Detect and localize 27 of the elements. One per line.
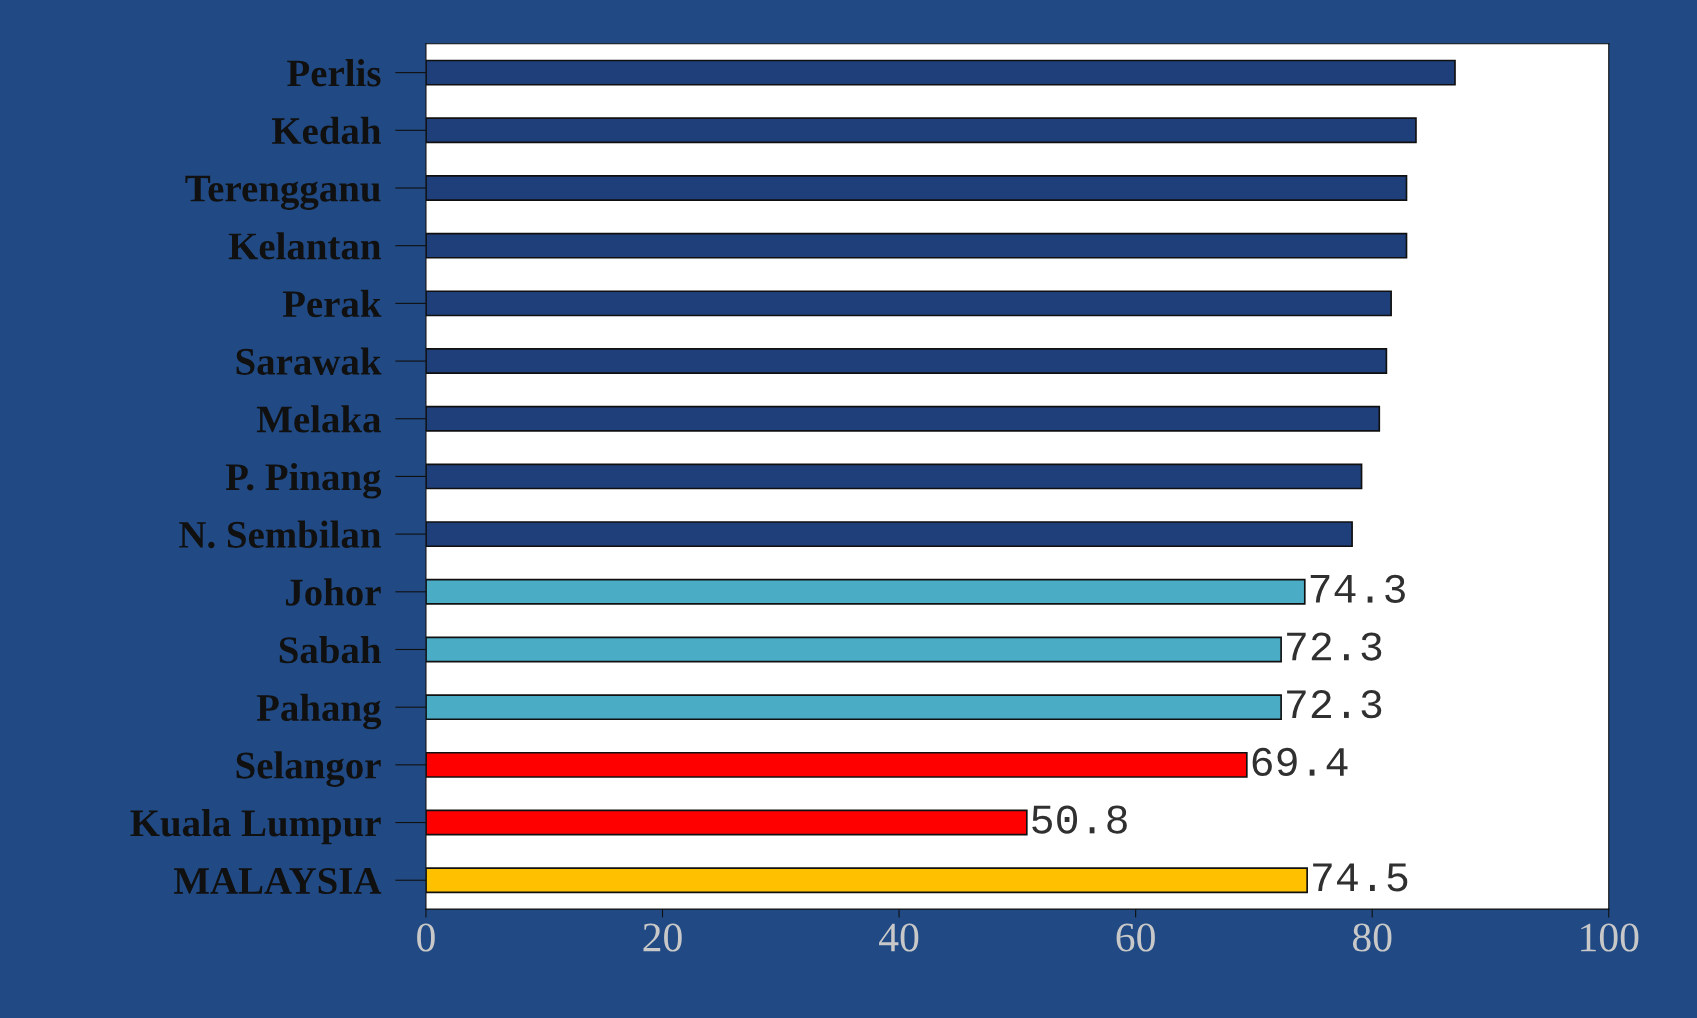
data-label: 50.8 xyxy=(1032,805,1127,834)
y-tick-label: Kuala Lumpur xyxy=(130,809,381,845)
x-tick-label: 40 xyxy=(879,923,919,952)
y-tick-label: Sarawak xyxy=(236,347,382,375)
x-tick-label: 100 xyxy=(1581,923,1639,952)
y-tick-label: MALAYSIA xyxy=(173,867,382,895)
x-tick-label: 80 xyxy=(1352,923,1392,952)
y-tick-label: P. Pinang xyxy=(225,462,382,499)
data-label: 72.3 xyxy=(1287,690,1382,719)
y-tick-label: N. Sembilan xyxy=(179,520,381,549)
y-tick-label: Terengganu xyxy=(185,175,381,210)
y-tick-label: Selangor xyxy=(236,751,381,787)
data-label: 74.5 xyxy=(1313,863,1408,892)
y-tick-label: Melaka xyxy=(256,405,381,433)
data-label: 69.4 xyxy=(1252,747,1348,777)
y-tick-label: Perak xyxy=(282,289,382,318)
y-tick-label: Sabah xyxy=(279,635,381,664)
y-tick-label: Pahang xyxy=(256,693,382,730)
data-label: 74.3 xyxy=(1310,574,1405,603)
x-tick-label: 60 xyxy=(1116,923,1155,952)
x-tick-label: 20 xyxy=(643,923,682,952)
y-tick-label: Perlis xyxy=(287,59,381,87)
y-tick-label: Kedah xyxy=(271,116,381,145)
y-tick-label: Johor xyxy=(286,578,381,606)
data-label: 72.3 xyxy=(1287,632,1382,661)
x-tick-label: 0 xyxy=(417,923,435,952)
y-tick-label: Kelantan xyxy=(228,232,381,260)
